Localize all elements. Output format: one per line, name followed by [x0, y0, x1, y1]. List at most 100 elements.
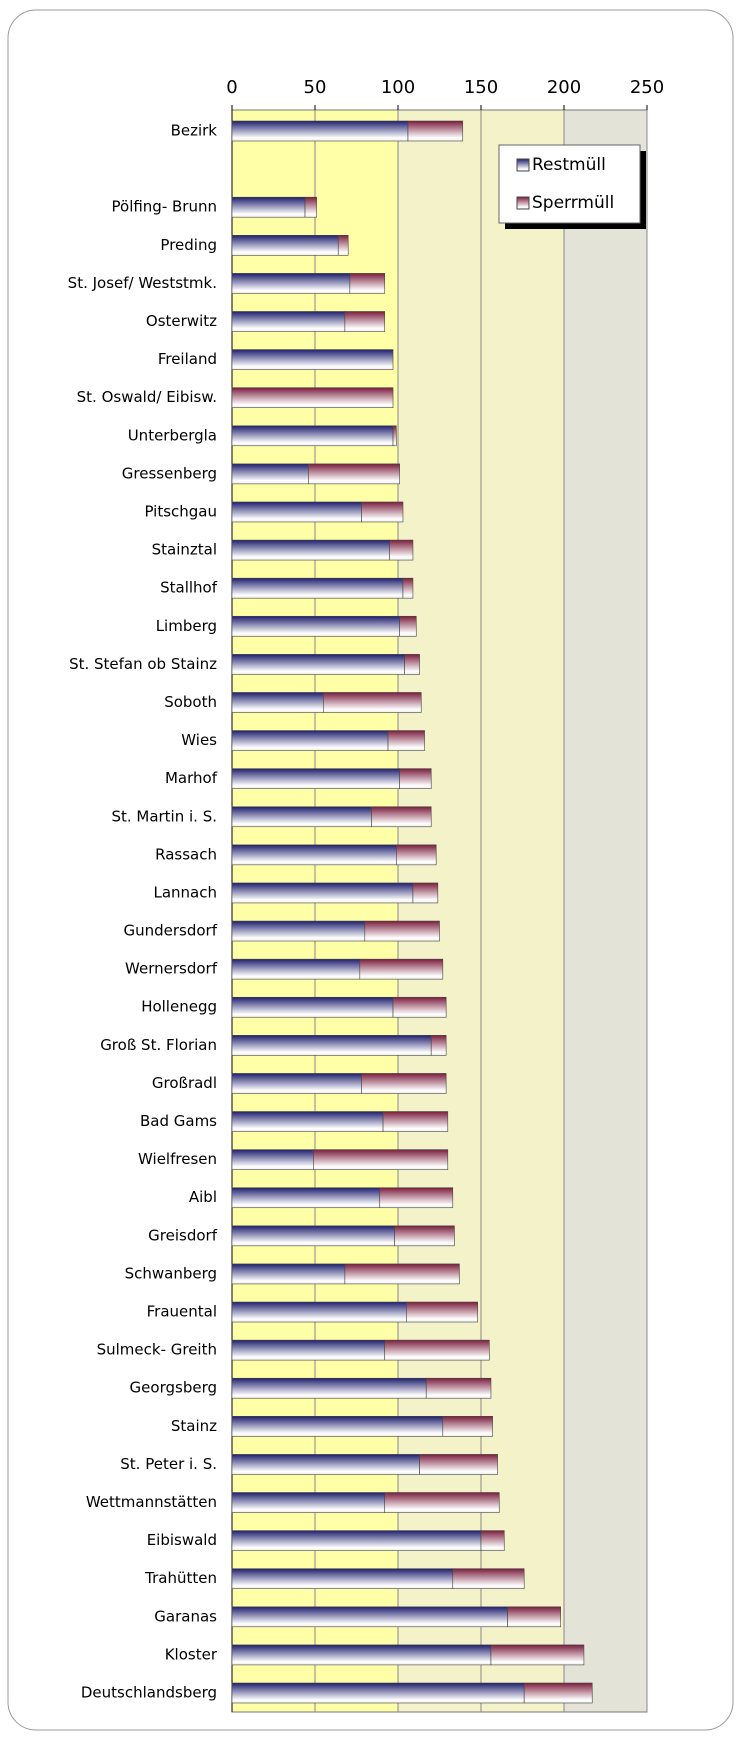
bar	[231, 768, 400, 789]
y-tick-label: Stallhof	[160, 579, 218, 597]
y-tick-label: Wielfresen	[138, 1150, 217, 1168]
bar	[231, 1111, 384, 1132]
bar	[231, 806, 372, 828]
x-tick-label: 0	[226, 77, 237, 98]
y-tick-label: Limberg	[156, 617, 217, 635]
bar	[523, 1682, 593, 1704]
bar	[231, 577, 404, 599]
y-tick-label: Aibl	[189, 1188, 217, 1206]
bar	[231, 311, 346, 332]
y-tick-label: Pitschgau	[144, 502, 217, 520]
bar	[308, 463, 400, 485]
bar	[396, 844, 437, 866]
bar	[231, 1568, 454, 1590]
bar	[231, 501, 362, 523]
bar	[430, 1035, 447, 1056]
y-tick-label: Kloster	[165, 1645, 218, 1663]
y-tick-label: Pölfing- Brunn	[112, 198, 218, 216]
legend-label: Sperrmüll	[532, 193, 614, 213]
x-tick-label: 200	[547, 77, 581, 98]
bar	[364, 920, 440, 942]
bar	[231, 1339, 386, 1361]
bar	[231, 958, 361, 980]
bar	[480, 1530, 505, 1551]
x-tick-label: 250	[630, 77, 664, 98]
y-tick-label: Marhof	[165, 769, 218, 787]
bar	[231, 234, 339, 256]
bar	[231, 996, 394, 1018]
bar	[384, 1492, 500, 1513]
bar	[231, 120, 409, 142]
bar	[231, 349, 394, 370]
bar	[231, 1035, 432, 1056]
y-tick-label: St. Josef/ Weststmk.	[68, 274, 217, 292]
bar	[379, 1187, 454, 1209]
y-tick-label: Hollenegg	[141, 998, 217, 1016]
bar	[507, 1606, 561, 1628]
bar	[231, 1187, 381, 1209]
y-tick-label: Gressenberg	[122, 464, 217, 482]
bar	[349, 273, 386, 294]
bar	[405, 1301, 478, 1323]
bar	[231, 730, 389, 751]
y-tick-label: Rassach	[155, 845, 217, 863]
y-tick-label: Groß St. Florian	[100, 1036, 217, 1054]
bar	[231, 273, 351, 294]
bar	[392, 425, 397, 447]
bar	[399, 615, 417, 637]
y-tick-label: Stainz	[171, 1417, 217, 1435]
y-tick-label: St. Peter i. S.	[120, 1455, 217, 1473]
bar	[231, 425, 394, 447]
y-tick-label: Schwanberg	[125, 1264, 217, 1282]
y-tick-label: Deutschlandsberg	[81, 1684, 217, 1702]
bar	[231, 882, 414, 904]
bar	[231, 1073, 362, 1094]
bar	[231, 1492, 386, 1513]
bar	[231, 1301, 407, 1323]
bar	[402, 577, 414, 599]
legend-label: Restmüll	[532, 155, 606, 175]
bar	[231, 196, 306, 218]
y-tick-label: St. Oswald/ Eibisw.	[77, 388, 217, 406]
y-tick-label: Wies	[181, 731, 217, 749]
bar	[231, 1644, 492, 1666]
bar	[407, 120, 464, 142]
bar	[344, 1263, 460, 1285]
y-tick-label: Preding	[160, 236, 217, 254]
bar	[392, 996, 447, 1018]
bar	[387, 730, 425, 751]
bar	[452, 1568, 525, 1590]
bar	[231, 844, 397, 866]
y-tick-label: Unterbergla	[128, 426, 217, 444]
plot-zone	[564, 110, 647, 1712]
bar	[399, 768, 432, 789]
bar	[231, 463, 309, 485]
y-tick-label: Trahütten	[144, 1569, 217, 1587]
y-tick-label: Lannach	[153, 883, 217, 901]
x-tick-label: 150	[464, 77, 498, 98]
y-tick-label: St. Stefan ob Stainz	[69, 655, 217, 673]
y-tick-label: St. Martin i. S.	[111, 807, 217, 825]
bar	[419, 1454, 498, 1475]
bar	[304, 196, 317, 218]
bar	[394, 1225, 455, 1247]
y-tick-label: Soboth	[164, 693, 217, 711]
bar	[231, 387, 394, 408]
bar	[371, 806, 432, 828]
bar	[231, 1263, 346, 1285]
y-tick-label: Gundersdorf	[123, 922, 217, 940]
bar	[231, 1377, 427, 1399]
bar	[322, 692, 422, 713]
y-tick-label: Sulmeck- Greith	[97, 1341, 217, 1359]
bar	[361, 501, 404, 523]
bar	[389, 539, 414, 561]
bar	[359, 958, 444, 980]
bar	[231, 1225, 395, 1247]
bar	[412, 882, 439, 904]
bar	[425, 1377, 492, 1399]
bar	[231, 1606, 508, 1628]
bar	[337, 234, 349, 256]
legend-swatch	[516, 196, 530, 210]
x-tick-label: 50	[304, 77, 327, 98]
